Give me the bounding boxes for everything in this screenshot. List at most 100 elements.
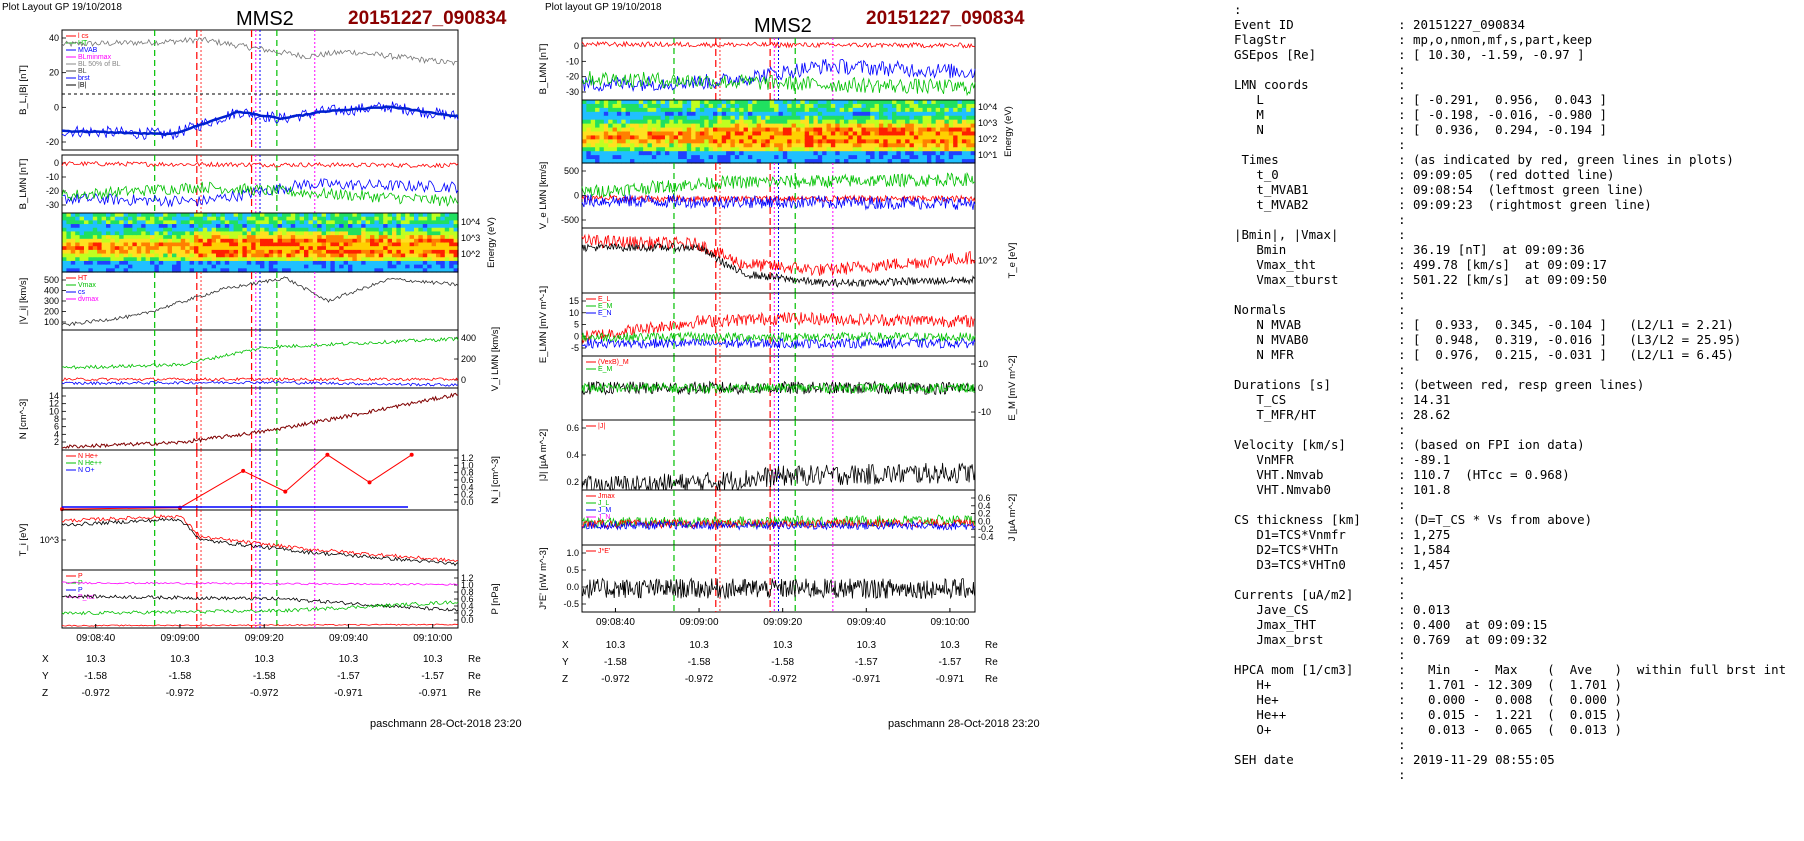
mid-panel-jlmn-legend-entry: Jmax	[598, 493, 615, 500]
spec-cell	[752, 111, 758, 117]
spec-cell	[185, 235, 191, 240]
spec-cell	[106, 220, 111, 225]
spec-cell	[726, 143, 732, 148]
spec-cell	[268, 224, 274, 229]
spec-cell	[321, 257, 327, 262]
spec-cell	[922, 107, 928, 113]
spec-cell	[185, 246, 191, 251]
spec-cell	[268, 242, 274, 247]
spec-cell	[224, 249, 230, 255]
spec-cell	[612, 139, 618, 144]
spec-cell	[769, 119, 775, 125]
spec-cell	[427, 257, 433, 262]
spec-cell	[686, 100, 692, 105]
spec-cell	[800, 103, 806, 109]
spec-cell	[896, 119, 902, 125]
spec-cell	[713, 147, 718, 152]
spec-cell	[787, 127, 793, 133]
spec-cell	[844, 151, 849, 156]
spec-cell	[599, 111, 605, 117]
spec-cell	[940, 115, 946, 121]
spec-cell	[638, 100, 644, 105]
left-panel-pressure-ytick: 0.4	[461, 601, 474, 611]
spec-cell	[400, 231, 406, 236]
spec-cell	[343, 257, 349, 262]
spec-cell	[224, 253, 230, 258]
spec-cell	[220, 235, 226, 240]
spec-cell	[282, 224, 287, 229]
spec-cell	[817, 111, 823, 117]
spec-cell	[119, 246, 125, 251]
spec-cell	[176, 260, 182, 266]
spec-cell	[114, 235, 120, 240]
left-pos-label: X	[42, 654, 49, 665]
spec-cell	[255, 268, 261, 273]
spec-cell	[207, 249, 213, 255]
spec-cell	[321, 264, 327, 269]
spec-cell	[616, 135, 622, 140]
spec-cell	[621, 107, 627, 113]
spec-cell	[405, 216, 411, 221]
spec-cell	[830, 119, 836, 125]
spec-cell	[334, 213, 340, 218]
spec-cell	[202, 242, 208, 247]
spec-cell	[62, 268, 67, 273]
spec-cell	[132, 238, 138, 244]
left-panel-ti-ytick: 10^3	[40, 535, 59, 545]
spec-cell	[128, 235, 133, 240]
spec-cell	[136, 220, 142, 225]
spec-cell	[734, 151, 740, 156]
spec-cell	[878, 139, 884, 144]
spec-cell	[905, 119, 911, 125]
spec-cell	[717, 123, 723, 129]
spec-cell	[229, 253, 235, 258]
spec-cell	[669, 127, 675, 133]
spec-cell	[317, 268, 323, 273]
spec-cell	[304, 246, 309, 251]
spec-cell	[970, 139, 976, 144]
spec-cell	[202, 268, 208, 273]
spec-cell	[660, 103, 666, 109]
left-pos-z: -0.971	[334, 688, 363, 699]
spec-cell	[422, 235, 428, 240]
spec-cell	[383, 246, 389, 251]
mid-xtick-label: 09:09:00	[680, 617, 719, 628]
spec-cell	[935, 119, 941, 125]
spec-cell	[172, 260, 177, 266]
spec-cell	[194, 231, 199, 236]
spec-cell	[660, 135, 666, 140]
spec-cell	[765, 100, 771, 105]
spec-cell	[713, 135, 718, 140]
spec-cell	[616, 115, 622, 121]
spec-cell	[913, 107, 919, 113]
spec-cell	[630, 100, 635, 105]
spec-cell	[132, 264, 138, 269]
spec-cell	[418, 246, 424, 251]
spec-cell	[944, 107, 950, 113]
spec-cell	[383, 216, 389, 221]
spec-cell	[299, 260, 305, 266]
spec-cell	[339, 220, 345, 225]
left-spec-ylabel: Energy (eV)	[486, 217, 497, 268]
spec-cell	[826, 135, 832, 140]
spec-cell	[92, 264, 98, 269]
spec-cell	[330, 264, 336, 269]
mid-panel-jdote-ylabel: J*E' [nW m^-3]	[538, 547, 549, 609]
spec-cell	[926, 135, 932, 140]
spec-cell	[761, 119, 766, 125]
spec-cell	[634, 107, 640, 113]
spec-cell	[909, 119, 915, 125]
spec-cell	[804, 131, 810, 137]
spec-cell	[242, 242, 248, 247]
spec-cell	[621, 139, 627, 144]
spec-cell	[444, 257, 450, 262]
spec-cell	[370, 224, 375, 229]
spec-cell	[686, 111, 692, 117]
spec-cell	[176, 224, 182, 229]
spec-cell	[590, 100, 596, 105]
spec-cell	[282, 260, 287, 266]
spec-cell	[896, 151, 902, 156]
spec-cell	[870, 131, 876, 137]
spec-cell	[255, 246, 261, 251]
spec-cell	[383, 238, 389, 244]
